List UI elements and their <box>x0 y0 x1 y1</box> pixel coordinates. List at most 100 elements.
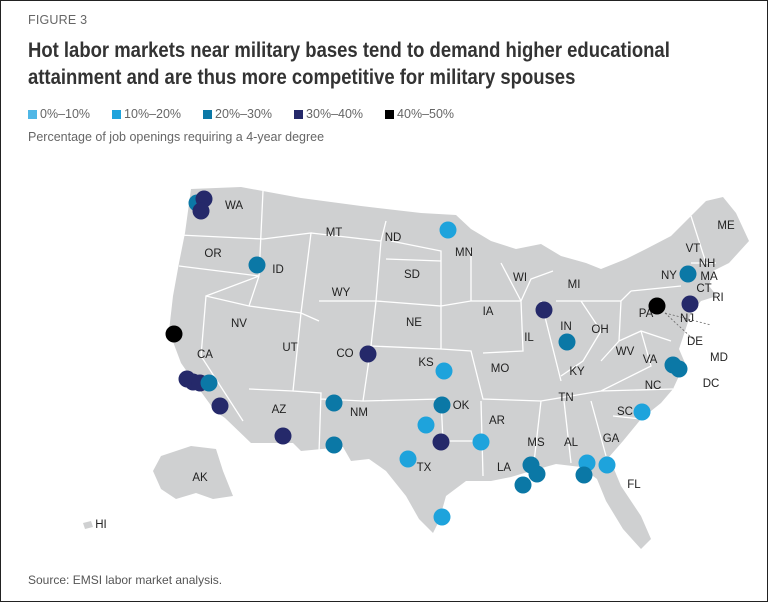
state-label-de: DE <box>687 336 703 348</box>
state-label-pa: PA <box>639 308 654 320</box>
legend-label: 30%–40% <box>306 107 364 121</box>
state-label-nm: NM <box>350 407 368 419</box>
state-label-ar: AR <box>489 415 505 427</box>
base-marker-in <box>558 333 576 351</box>
legend-item: 30%–40% <box>294 107 363 121</box>
state-label-nh: NH <box>699 258 716 270</box>
state-label-ak: AK <box>192 472 208 484</box>
legend-swatch <box>203 109 213 119</box>
base-marker-id <box>248 256 266 274</box>
state-label-nd: ND <box>385 232 402 244</box>
state-label-mt: MT <box>326 227 343 239</box>
state-label-nj: NJ <box>680 313 694 325</box>
legend-label: 10%–20% <box>124 107 182 121</box>
state-label-id: ID <box>272 264 284 276</box>
state-label-ky: KY <box>569 366 585 378</box>
state-label-ks: KS <box>418 357 434 369</box>
base-marker-ny <box>679 265 697 283</box>
state-label-al: AL <box>564 437 579 449</box>
legend-label: 40%–50% <box>397 107 455 121</box>
state-label-nc: NC <box>645 380 662 392</box>
alaska-shape <box>153 446 233 499</box>
land <box>83 187 749 549</box>
legend-label: 20%–30% <box>215 107 273 121</box>
source-note: Source: EMSI labor market analysis. <box>28 573 223 587</box>
state-label-va: VA <box>643 354 658 366</box>
state-label-il: IL <box>524 332 534 344</box>
state-label-ma: MA <box>700 271 718 283</box>
state-label-ne: NE <box>406 317 422 329</box>
base-marker-ks <box>435 362 453 380</box>
base-marker-fl <box>575 466 593 484</box>
title-line-1: Hot labor markets near military bases te… <box>28 39 670 62</box>
state-label-ri: RI <box>712 292 724 304</box>
state-borders <box>178 190 716 477</box>
state-label-wi: WI <box>513 272 527 284</box>
legend: 0%–10% 10%–20% 20%–30% 30%–40% 40%–50% <box>28 107 454 121</box>
base-marker-il <box>535 301 553 319</box>
base-marker-la <box>472 433 490 451</box>
contiguous-us-shape <box>169 187 749 549</box>
base-marker-tx <box>432 433 450 451</box>
legend-item: 10%–20% <box>112 107 181 121</box>
state-border <box>178 190 716 477</box>
state-label-ms: MS <box>527 437 545 449</box>
state-label-ok: OK <box>453 400 470 412</box>
legend-label: 0%–10% <box>40 107 91 121</box>
base-marker-nj <box>681 295 699 313</box>
state-label-oh: OH <box>591 324 608 336</box>
state-label-nv: NV <box>231 318 247 330</box>
state-label-dc: DC <box>703 378 720 390</box>
legend-swatch <box>294 109 304 119</box>
state-label-or: OR <box>204 248 221 260</box>
base-marker-va <box>670 360 688 378</box>
legend-swatch <box>28 109 37 119</box>
legend-item: 0%–10% <box>28 107 90 121</box>
state-label-ga: GA <box>603 433 620 445</box>
state-label-in: IN <box>560 321 572 333</box>
base-markers <box>165 190 699 526</box>
base-marker-tx <box>417 416 435 434</box>
base-marker-ga <box>598 456 616 474</box>
hawaii-shape <box>83 521 93 529</box>
base-marker-az <box>274 427 292 445</box>
base-marker-ca <box>200 374 218 392</box>
base-marker-ms <box>528 465 546 483</box>
base-marker-tx <box>399 450 417 468</box>
legend-item: 20%–30% <box>203 107 272 121</box>
state-label-tx: TX <box>417 462 432 474</box>
state-label-az: AZ <box>272 404 287 416</box>
base-marker-ms <box>514 476 532 494</box>
base-marker-co <box>359 345 377 363</box>
base-marker-nd <box>439 221 457 239</box>
base-marker-ca <box>211 397 229 415</box>
state-label-sd: SD <box>404 269 420 281</box>
state-label-wy: WY <box>332 287 351 299</box>
base-marker-nm <box>325 394 343 412</box>
state-label-mi: MI <box>568 279 581 291</box>
state-label-fl: FL <box>627 479 641 491</box>
base-marker-nm <box>325 436 343 454</box>
state-label-co: CO <box>336 348 353 360</box>
base-marker-ca <box>165 325 183 343</box>
state-label-ca: CA <box>197 349 213 361</box>
base-marker-sc <box>633 403 651 421</box>
state-label-hi: HI <box>95 519 107 531</box>
state-label-vt: VT <box>686 243 701 255</box>
state-label-me: ME <box>717 220 735 232</box>
state-label-tn: TN <box>558 392 573 404</box>
title-line-2: attainment and are thus more competitive… <box>28 66 576 89</box>
state-label-ct: CT <box>696 283 711 295</box>
legend-swatch <box>385 109 395 119</box>
figure-label: FIGURE 3 <box>28 13 88 27</box>
state-label-wa: WA <box>225 200 243 212</box>
state-label-sc: SC <box>617 406 633 418</box>
state-label-ny: NY <box>661 270 677 282</box>
state-label-mo: MO <box>491 363 510 375</box>
legend-subtitle: Percentage of job openings requiring a 4… <box>28 130 325 144</box>
state-label-ia: IA <box>483 306 494 318</box>
figure-title: Hot labor markets near military bases te… <box>28 37 732 91</box>
base-marker-pa <box>648 297 666 315</box>
